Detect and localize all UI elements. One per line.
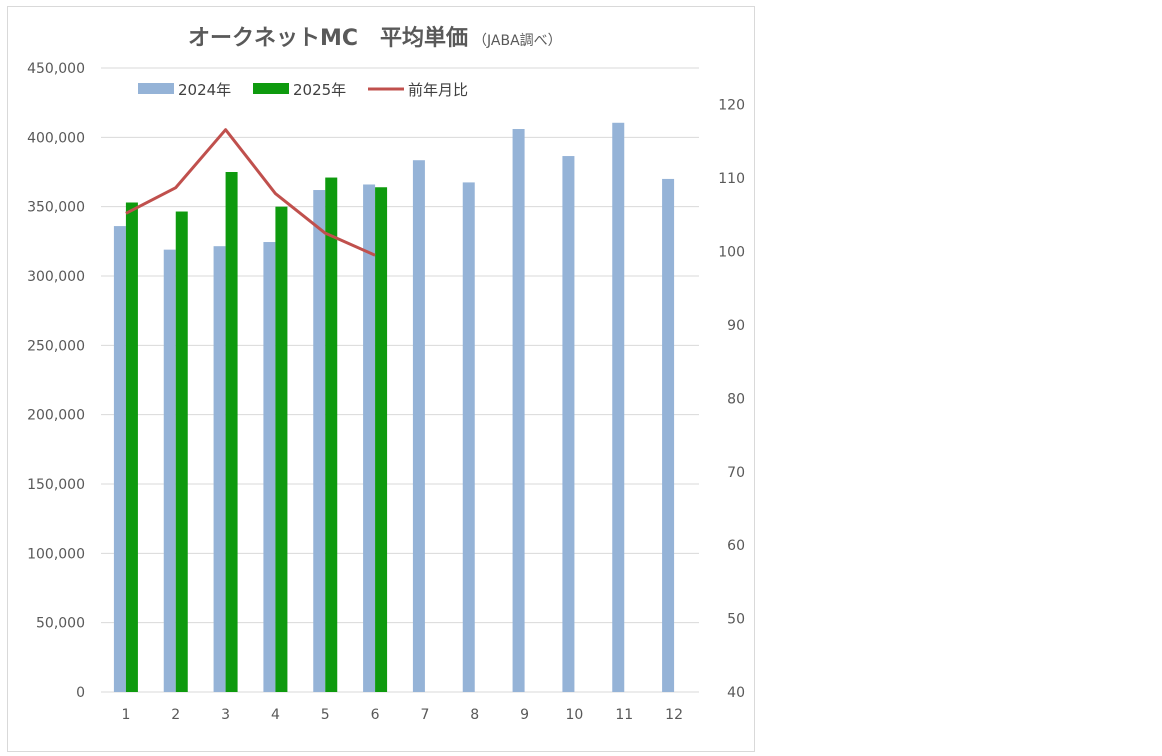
chart-title: オークネットMC 平均単価 xyxy=(188,25,468,51)
x-tick-label: 12 xyxy=(665,707,683,723)
y-right-tick-label: 80 xyxy=(727,391,745,407)
line-layer xyxy=(125,128,376,257)
x-tick-label: 5 xyxy=(321,707,330,723)
y-right-tick-label: 100 xyxy=(718,245,745,261)
bar-2025年-4 xyxy=(275,206,288,692)
y-left-tick-label: 250,000 xyxy=(27,338,85,354)
y-right-tick-label: 40 xyxy=(727,685,745,701)
y-left-tick-label: 200,000 xyxy=(27,408,85,424)
x-tick-label: 3 xyxy=(221,707,230,723)
chart-frame: オークネットMC 平均単価 （JABA調べ） 0 50,000 100,000 150… xyxy=(7,6,755,752)
x-tick-label: 8 xyxy=(470,707,479,723)
bar-2024年-6 xyxy=(363,184,376,693)
bar-2025年-3 xyxy=(225,172,238,692)
y-right-tick-label: 90 xyxy=(727,318,745,334)
y-left-tick-label: 50,000 xyxy=(36,616,85,632)
y-right-tick-label: 110 xyxy=(718,171,745,187)
chart-subtitle: （JABA調べ） xyxy=(473,33,562,49)
bar-2024年-2 xyxy=(163,249,176,693)
legend-label: 前年月比 xyxy=(408,81,468,99)
legend-swatch xyxy=(138,83,174,94)
bar-2024年-12 xyxy=(662,178,675,692)
bar-2025年-2 xyxy=(175,211,188,692)
y-left-tick-label: 450,000 xyxy=(27,61,85,77)
bar-2024年-7 xyxy=(412,160,425,693)
y-right-tick-label: 60 xyxy=(727,538,745,554)
bar-2024年-8 xyxy=(462,182,475,692)
y-left-tick-label: 300,000 xyxy=(27,269,85,285)
line-series-yoy xyxy=(125,128,376,257)
x-tick-label: 9 xyxy=(520,707,529,723)
x-tick-label: 4 xyxy=(271,707,280,723)
y-right-tick-label: 120 xyxy=(718,98,745,114)
legend-label: 2025年 xyxy=(293,81,346,99)
bar-2024年-3 xyxy=(213,246,226,693)
legend-layer: 2024年 2025年 前年月比 xyxy=(138,81,468,99)
bar-2025年-1 xyxy=(125,202,138,693)
x-tick-label: 11 xyxy=(615,707,633,723)
bar-2024年-4 xyxy=(263,242,276,692)
y-right-tick-label: 50 xyxy=(727,612,745,628)
legend-label: 2024年 xyxy=(178,81,231,99)
y-left-tick-label: 400,000 xyxy=(27,130,85,146)
y-left-tick-label: 150,000 xyxy=(27,477,85,493)
x-tick-label: 1 xyxy=(121,707,130,723)
bar-2024年-5 xyxy=(313,190,326,692)
bar-2024年-1 xyxy=(113,226,126,692)
legend-swatch xyxy=(253,83,289,94)
x-tick-label: 6 xyxy=(371,707,380,723)
y-right-tick-label: 70 xyxy=(727,465,745,481)
grid-layer xyxy=(101,67,699,693)
y-left-tick-label: 100,000 xyxy=(27,546,85,562)
axis-layer: 0 50,000 100,000 150,000 200,000 250,000 300,0… xyxy=(27,61,745,723)
x-tick-label: 10 xyxy=(566,707,584,723)
x-tick-label: 7 xyxy=(420,707,429,723)
bar-2024年-10 xyxy=(562,156,575,692)
y-left-tick-label: 0 xyxy=(76,685,85,701)
bar-layer xyxy=(113,122,675,693)
chart-svg: オークネットMC 平均単価 （JABA調べ） 050,000100,000150… xyxy=(27,25,745,723)
x-tick-label: 2 xyxy=(171,707,180,723)
y-left-tick-label: 350,000 xyxy=(27,200,85,216)
bar-2024年-9 xyxy=(512,129,525,693)
bar-2025年-5 xyxy=(325,177,338,693)
bar-2024年-11 xyxy=(612,122,625,693)
bar-2025年-6 xyxy=(375,187,388,692)
